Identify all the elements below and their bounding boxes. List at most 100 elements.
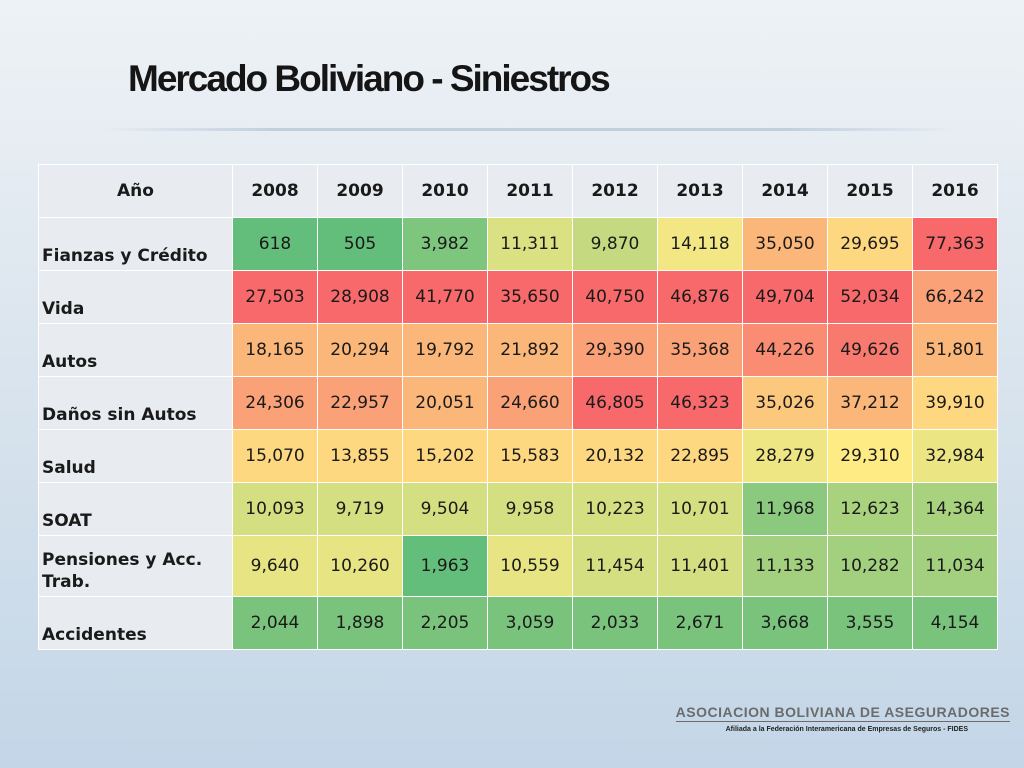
value-cell: 1,898: [317, 596, 403, 650]
row-label: SOAT: [38, 482, 233, 536]
value-cell: 24,306: [232, 376, 318, 430]
value-cell: 40,750: [572, 270, 658, 324]
value-cell: 10,701: [657, 482, 743, 536]
value-cell: 14,118: [657, 217, 743, 271]
value-cell: 2,044: [232, 596, 318, 650]
value-cell: 51,801: [912, 323, 998, 377]
value-cell: 13,855: [317, 429, 403, 483]
value-cell: 11,311: [487, 217, 573, 271]
row-label: Vida: [38, 270, 233, 324]
table-row: Vida 27,503 28,908 41,770 35,650 40,750 46,876…: [38, 270, 998, 324]
affiliation-text: Afiliada a la Federación Interamericana …: [725, 726, 968, 733]
claims-table: Año 2008 2009 2010 2011 2012 2013 2014 2015 2016…: [38, 164, 998, 650]
row-label: Autos: [38, 323, 233, 377]
value-cell: 10,282: [827, 535, 913, 597]
value-cell: 29,310: [827, 429, 913, 483]
value-cell: 77,363: [912, 217, 998, 271]
value-cell: 15,583: [487, 429, 573, 483]
table-row: Pensiones y Acc. Trab. 9,640 10,260 1,963 10…: [38, 535, 998, 597]
value-cell: 29,390: [572, 323, 658, 377]
value-cell: 10,260: [317, 535, 403, 597]
value-cell: 66,242: [912, 270, 998, 324]
value-cell: 28,279: [742, 429, 828, 483]
value-cell: 11,401: [657, 535, 743, 597]
value-cell: 18,165: [232, 323, 318, 377]
value-cell: 9,870: [572, 217, 658, 271]
header-year-2010: 2010: [402, 164, 488, 218]
header-year-2014: 2014: [742, 164, 828, 218]
table-row: Daños sin Autos 24,306 22,957 20,051 24,660 4…: [38, 376, 998, 430]
value-cell: 49,704: [742, 270, 828, 324]
value-cell: 15,070: [232, 429, 318, 483]
header-year-2012: 2012: [572, 164, 658, 218]
header-row: Año 2008 2009 2010 2011 2012 2013 2014 2015 2016: [38, 164, 998, 218]
value-cell: 3,668: [742, 596, 828, 650]
value-cell: 52,034: [827, 270, 913, 324]
value-cell: 20,132: [572, 429, 658, 483]
value-cell: 24,660: [487, 376, 573, 430]
table-row: SOAT 10,093 9,719 9,504 9,958 10,223 10,701 11,…: [38, 482, 998, 536]
table-row: Salud 15,070 13,855 15,202 15,583 20,132 22,89…: [38, 429, 998, 483]
table-row: Fianzas y Crédito 618 505 3,982 11,311 9,870 1…: [38, 217, 998, 271]
row-label: Accidentes: [38, 596, 233, 650]
value-cell: 9,504: [402, 482, 488, 536]
header-year-2011: 2011: [487, 164, 573, 218]
value-cell: 19,792: [402, 323, 488, 377]
value-cell: 11,034: [912, 535, 998, 597]
value-cell: 10,093: [232, 482, 318, 536]
value-cell: 46,876: [657, 270, 743, 324]
row-label: Fianzas y Crédito: [38, 217, 233, 271]
value-cell: 11,133: [742, 535, 828, 597]
value-cell: 20,051: [402, 376, 488, 430]
page-title: Mercado Boliviano - Siniestros: [128, 58, 611, 99]
value-cell: 3,982: [402, 217, 488, 271]
value-cell: 12,623: [827, 482, 913, 536]
row-label: Pensiones y Acc. Trab.: [38, 535, 233, 597]
value-cell: 29,695: [827, 217, 913, 271]
value-cell: 28,908: [317, 270, 403, 324]
value-cell: 3,059: [487, 596, 573, 650]
header-year-2016: 2016: [912, 164, 998, 218]
value-cell: 41,770: [402, 270, 488, 324]
value-cell: 22,957: [317, 376, 403, 430]
value-cell: 2,205: [402, 596, 488, 650]
value-cell: 44,226: [742, 323, 828, 377]
table-row: Autos 18,165 20,294 19,792 21,892 29,390 35,36…: [38, 323, 998, 377]
value-cell: 35,050: [742, 217, 828, 271]
value-cell: 9,958: [487, 482, 573, 536]
value-cell: 505: [317, 217, 403, 271]
value-cell: 4,154: [912, 596, 998, 650]
header-year-2008: 2008: [232, 164, 318, 218]
value-cell: 46,805: [572, 376, 658, 430]
value-cell: 10,223: [572, 482, 658, 536]
value-cell: 32,984: [912, 429, 998, 483]
value-cell: 37,212: [827, 376, 913, 430]
value-cell: 618: [232, 217, 318, 271]
value-cell: 35,650: [487, 270, 573, 324]
title-divider: [100, 128, 960, 131]
header-year-label: Año: [38, 164, 233, 218]
value-cell: 21,892: [487, 323, 573, 377]
value-cell: 14,364: [912, 482, 998, 536]
value-cell: 9,640: [232, 535, 318, 597]
value-cell: 3,555: [827, 596, 913, 650]
value-cell: 35,026: [742, 376, 828, 430]
header-year-2015: 2015: [827, 164, 913, 218]
value-cell: 11,454: [572, 535, 658, 597]
organization-logo-text: ASOCIACION BOLIVIANA DE ASEGURADORES: [675, 704, 1010, 722]
value-cell: 11,968: [742, 482, 828, 536]
value-cell: 22,895: [657, 429, 743, 483]
table-body: Fianzas y Crédito 618 505 3,982 11,311 9,870 1…: [38, 217, 998, 650]
table-row: Accidentes 2,044 1,898 2,205 3,059 2,033 2,671…: [38, 596, 998, 650]
value-cell: 20,294: [317, 323, 403, 377]
value-cell: 39,910: [912, 376, 998, 430]
value-cell: 27,503: [232, 270, 318, 324]
row-label: Salud: [38, 429, 233, 483]
row-label: Daños sin Autos: [38, 376, 233, 430]
value-cell: 9,719: [317, 482, 403, 536]
value-cell: 35,368: [657, 323, 743, 377]
value-cell: 10,559: [487, 535, 573, 597]
value-cell: 1,963: [402, 535, 488, 597]
value-cell: 49,626: [827, 323, 913, 377]
value-cell: 15,202: [402, 429, 488, 483]
